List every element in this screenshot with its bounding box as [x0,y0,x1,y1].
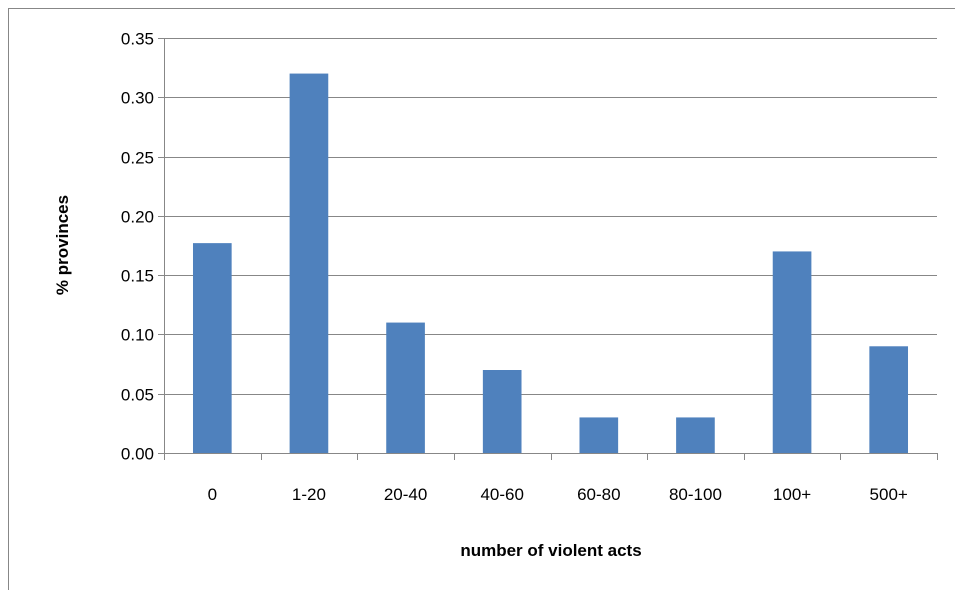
x-tick-label: 500+ [870,485,908,504]
gridlines [164,39,937,395]
bar-40-60 [483,370,522,453]
bars [193,74,908,453]
bar-80-100 [676,417,715,453]
x-tick-label: 20-40 [384,485,427,504]
x-tick-labels: 0 1-20 20-40 40-60 60-80 80-100 100+ 500+ [208,485,908,504]
y-axis-title: % provinces [53,195,72,295]
y-tick-label: 0.05 [121,386,154,405]
y-tick-label: 0.00 [121,445,154,464]
y-tick-label: 0.15 [121,267,154,286]
bar-1-20 [290,74,329,453]
bar-100+ [773,251,812,453]
x-tick-label: 60-80 [577,485,620,504]
bar-20-40 [386,323,425,453]
axes [158,38,938,460]
x-tick-label: 40-60 [480,485,523,504]
x-tick-label: 1-20 [292,485,326,504]
y-tick-label: 0.25 [121,149,154,168]
bar-60-80 [579,417,618,453]
y-tick-label: 0.30 [121,89,154,108]
bar-500+ [869,346,908,453]
y-tick-label: 0.10 [121,326,154,345]
x-axis-title: number of violent acts [460,541,641,560]
y-tick-label: 0.20 [121,208,154,227]
x-tick-label: 80-100 [669,485,722,504]
x-tick-label: 0 [208,485,217,504]
y-tick-labels: 0.00 0.05 0.10 0.15 0.20 0.25 0.30 0.35 [121,30,154,464]
y-tick-label: 0.35 [121,30,154,49]
x-tick-label: 100+ [773,485,811,504]
bar-0 [193,243,232,453]
